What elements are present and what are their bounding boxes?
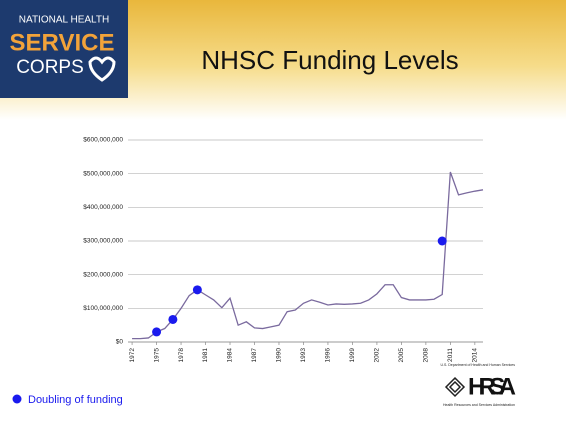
x-tick-label: 1999 bbox=[349, 348, 356, 363]
x-tick-label: 2011 bbox=[447, 348, 454, 362]
logo-line: CORPS bbox=[16, 57, 84, 78]
chart-title: NHSC Funding Levels bbox=[201, 45, 458, 75]
x-tick-label: 1984 bbox=[227, 348, 234, 363]
logo-heart bbox=[88, 56, 116, 82]
doubling-point bbox=[152, 327, 162, 337]
x-tick-label: 1987 bbox=[251, 348, 258, 363]
x-tick-label: 1972 bbox=[129, 348, 136, 363]
hrsa-icon bbox=[444, 376, 466, 398]
x-tick-label: 1990 bbox=[276, 348, 283, 363]
doubling-point bbox=[168, 314, 178, 324]
x-tick-label: 2005 bbox=[398, 348, 405, 363]
x-tick-label: 1975 bbox=[153, 348, 160, 363]
y-tick-label: $600,000,000 bbox=[83, 137, 123, 144]
hrsa-name: HRSA bbox=[468, 373, 516, 400]
y-tick-label: $200,000,000 bbox=[83, 271, 123, 278]
legend-marker bbox=[12, 394, 22, 404]
x-tick-label: 2002 bbox=[374, 348, 381, 363]
y-tick-label: $500,000,000 bbox=[83, 170, 123, 177]
doubling-point bbox=[192, 285, 202, 295]
doubling-point bbox=[437, 236, 447, 246]
legend-label: Doubling of funding bbox=[28, 394, 123, 406]
x-tick-label: 1993 bbox=[300, 348, 307, 363]
funding-line bbox=[132, 171, 484, 340]
y-tick-label: $400,000,000 bbox=[83, 204, 123, 211]
x-tick-label: 1981 bbox=[202, 348, 209, 363]
hrsa-bottom: Health Resources and Services Administra… bbox=[443, 403, 515, 407]
x-tick-label: 2014 bbox=[472, 348, 479, 363]
hrsa-top: U.S. Department of Health and Human Serv… bbox=[440, 363, 515, 367]
y-tick-label: $100,000,000 bbox=[83, 305, 123, 312]
logo-box bbox=[0, 0, 128, 98]
y-tick-label: $0 bbox=[116, 339, 124, 346]
x-tick-label: 1978 bbox=[178, 348, 185, 363]
logo-line: NATIONAL HEALTH bbox=[19, 15, 109, 26]
x-tick-label: 2008 bbox=[423, 348, 430, 363]
y-tick-label: $300,000,000 bbox=[83, 238, 123, 245]
x-tick-label: 1996 bbox=[325, 348, 332, 363]
logo-line: SERVICE bbox=[10, 29, 115, 56]
